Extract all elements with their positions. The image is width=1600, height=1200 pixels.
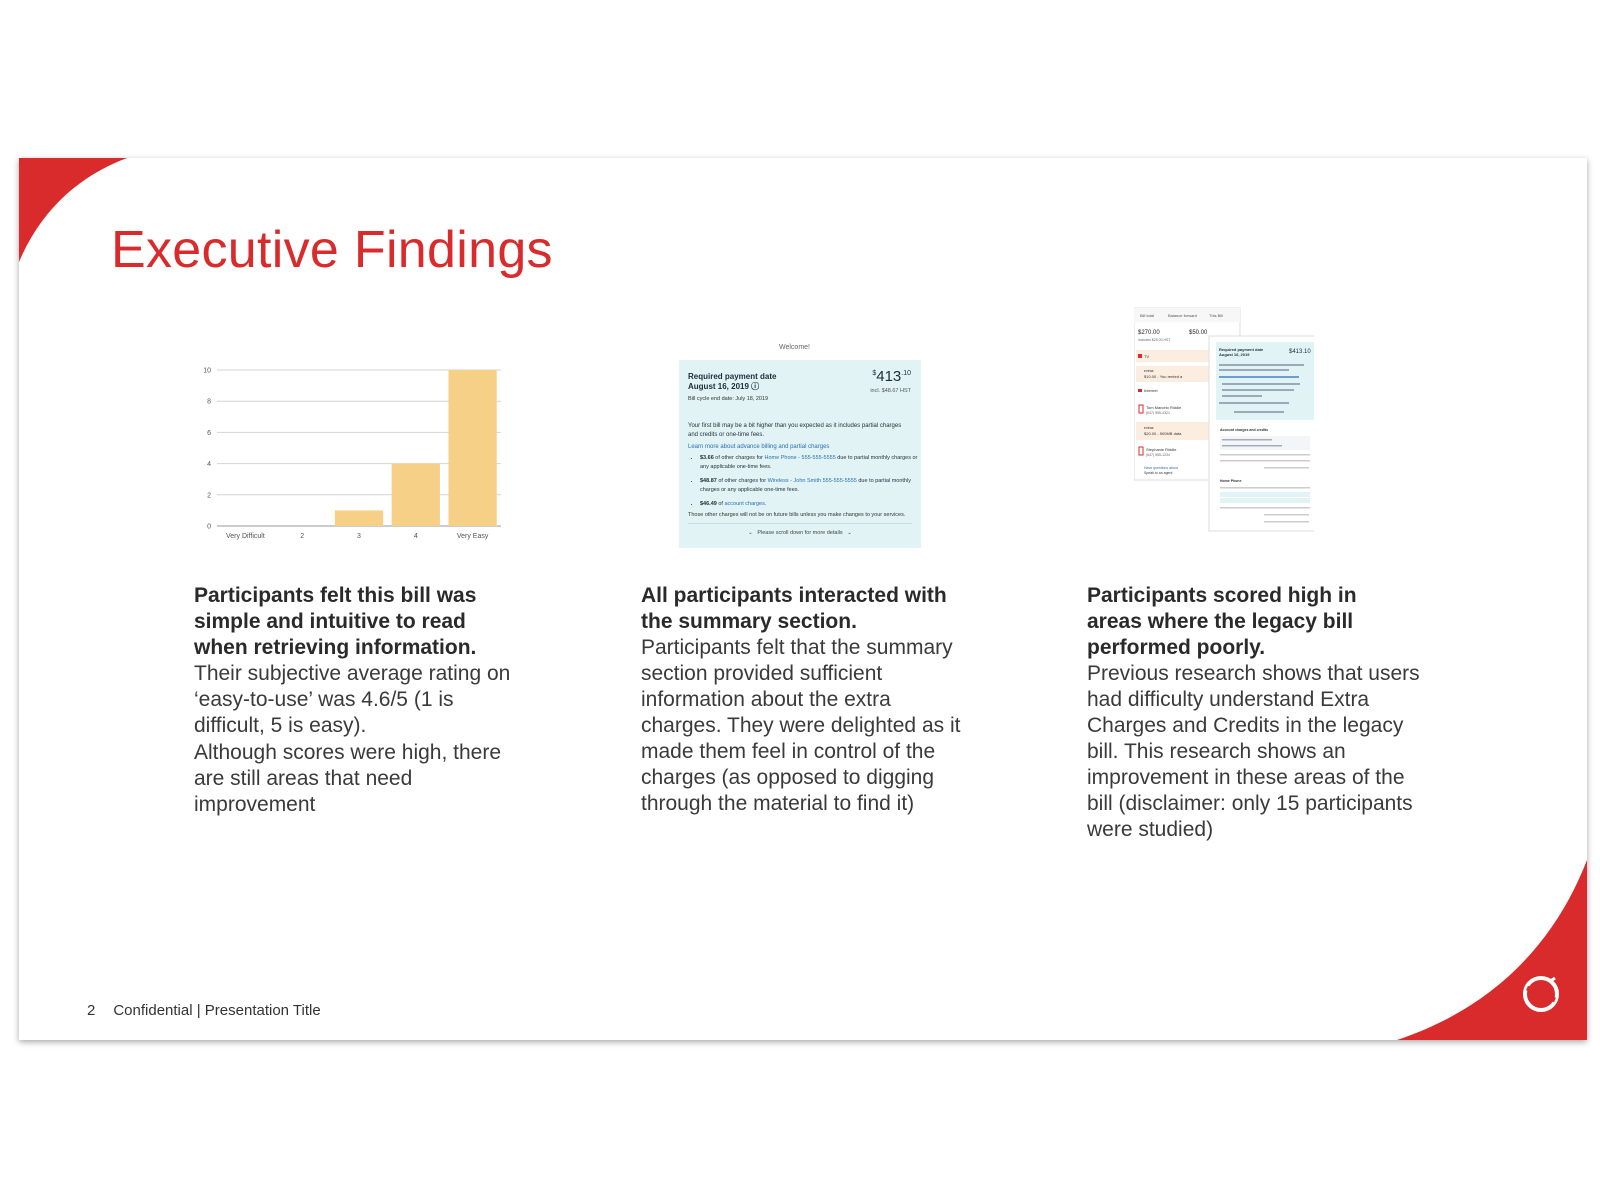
page-number: 2	[87, 1002, 96, 1019]
svg-text:$413.10: $413.10	[1289, 349, 1311, 355]
svg-text:$20.00 - 500MB data: $20.00 - 500MB data	[1144, 431, 1182, 436]
bill-note: Those other charges will not be on futur…	[688, 512, 906, 518]
required-label: Required payment date	[688, 372, 777, 381]
svg-text:Account charges and credits: Account charges and credits	[1220, 428, 1268, 432]
footer: 2 Confidential | Presentation Title	[87, 1002, 321, 1019]
chevron-down-icon: ⌄	[847, 530, 852, 536]
svg-text:August 16, 2019: August 16, 2019	[1219, 352, 1250, 357]
column-2-heading: All participants interacted with the sum…	[641, 584, 947, 633]
svg-text:Required payment date: Required payment date	[1219, 347, 1264, 352]
x-tick-label: Very Difficult	[226, 533, 265, 540]
svg-text:Speak to an agent: Speak to an agent	[1144, 471, 1172, 475]
y-tick-label: 2	[207, 492, 211, 499]
top-left-swoosh	[19, 158, 127, 262]
column-1-paragraph-1: Their subjective average rating on ‘easy…	[194, 662, 511, 737]
bill-amount: $413.10	[872, 368, 911, 385]
page-title: Executive Findings	[111, 221, 553, 279]
legacy-tab-bill-total: Bill total	[1140, 313, 1154, 318]
bar	[391, 463, 440, 526]
bill-summary-image: Required payment date August 16, 2019 ⓘ …	[679, 360, 921, 548]
y-tick-label: 8	[207, 399, 211, 406]
required-payment: Required payment date August 16, 2019 ⓘ	[688, 372, 798, 392]
legacy-row-internet: Internet	[1144, 388, 1158, 393]
x-tick-label: 3	[357, 533, 361, 540]
legacy-row-tv: TV	[1144, 354, 1149, 359]
y-tick-label: 6	[207, 430, 211, 437]
bill-cycle: Bill cycle end date: July 18, 2019	[688, 396, 769, 402]
column-3-heading: Participants scored high in areas where …	[1087, 584, 1357, 659]
advance-billing-link[interactable]: Learn more about advance billing and par…	[688, 444, 830, 450]
divider	[688, 523, 912, 524]
bar	[448, 370, 497, 526]
legacy-bill-image: Bill total Balance forward This Bill $27…	[1134, 307, 1314, 532]
svg-text:Tom Marcelo Riddle: Tom Marcelo Riddle	[1146, 405, 1182, 410]
legacy-balance: $50.00	[1189, 330, 1208, 336]
legacy-tab-this-bill: This Bill	[1209, 313, 1223, 318]
column-3-paragraph-1: Previous research shows that users had d…	[1087, 662, 1420, 841]
brand-logo-icon	[1523, 976, 1559, 1012]
column-1-paragraph-2: Although scores were high, there are sti…	[194, 741, 502, 816]
rating-bar-chart: 0 2 4 6 8 10 Very Difficult 2 3 4 Very Easy	[203, 368, 501, 540]
svg-text:(647) 555-1234: (647) 555-1234	[1146, 453, 1170, 457]
footer-text: Confidential | Presentation Title	[113, 1002, 321, 1019]
info-icon: ⓘ	[751, 382, 760, 391]
y-tick-label: 4	[207, 461, 211, 468]
rating-chart: 0 2 4 6 8 10 Very Difficult 2 3 4 Very Easy	[189, 356, 509, 551]
column-2-paragraph-1: Participants felt that the summary secti…	[641, 636, 961, 815]
y-tick-label: 10	[203, 368, 211, 375]
bar	[334, 510, 384, 526]
legacy-tab-balance: Balance forward	[1168, 313, 1197, 318]
scroll-hint: ⌄ Please scroll down for more details ⌄	[748, 530, 852, 536]
svg-text:$10.00 - You rented a: $10.00 - You rented a	[1144, 374, 1183, 379]
list-item: $3.66 of other charges for Home Phone - …	[700, 454, 925, 472]
svg-text:Have questions about: Have questions about	[1144, 466, 1178, 470]
legacy-bill-front: Required payment date August 16, 2019 $4…	[1208, 335, 1314, 532]
x-tick-label: 2	[300, 533, 304, 540]
required-date: August 16, 2019 ⓘ	[688, 382, 760, 391]
svg-text:(647) 555-4321: (647) 555-4321	[1146, 411, 1170, 415]
y-tick-label: 0	[207, 524, 211, 531]
svg-text:Stephanie Riddle: Stephanie Riddle	[1146, 447, 1177, 452]
x-tick-label: 4	[414, 533, 418, 540]
chevron-down-icon: ⌄	[748, 530, 753, 536]
bill-intro: Your first bill may be a bit higher than…	[688, 423, 902, 438]
bill-incl-tax: incl. $48.67 HST	[870, 388, 911, 394]
svg-text:Home Phone: Home Phone	[1220, 479, 1241, 483]
svg-text:extras: extras	[1144, 426, 1154, 430]
svg-text:extras: extras	[1144, 369, 1154, 373]
bill-welcome: Welcome!	[779, 344, 810, 351]
column-1-heading: Participants felt this bill was simple a…	[194, 584, 477, 659]
legacy-includes: includes $25.00 HST	[1138, 338, 1171, 342]
legacy-total: $270.00	[1138, 330, 1160, 336]
list-item: $48.87 of other charges for Wireless - J…	[700, 477, 925, 495]
slide: Executive Findings 0 2 4 6 8 10 Very Difficult…	[19, 158, 1587, 1040]
x-tick-label: Very Easy	[457, 533, 489, 540]
list-item: $46.49 of account charges.	[700, 500, 925, 509]
bill-charges-list: $3.66 of other charges for Home Phone - …	[688, 454, 925, 514]
